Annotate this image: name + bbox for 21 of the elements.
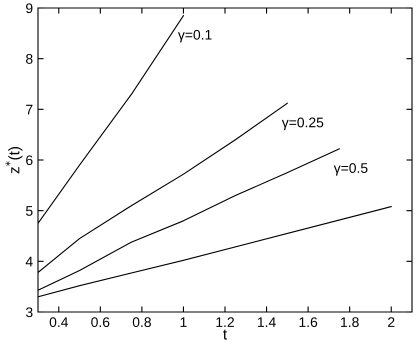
y-tick-label: 7 <box>26 104 32 114</box>
x-tick-label: 1.6 <box>300 317 318 328</box>
y-tick-label: 9 <box>26 3 32 14</box>
y-tick-label: 6 <box>26 155 33 166</box>
legend-label: γ=0.1 <box>178 30 212 42</box>
y-tick-label: 4 <box>26 256 33 266</box>
series-label: γ=0.25 <box>282 118 324 130</box>
y-tick-label: 5 <box>26 206 33 216</box>
y-tick-label: 3 <box>26 307 33 318</box>
x-tick-label: 1.4 <box>258 317 276 327</box>
x-tick-label: 1 <box>180 317 187 327</box>
series-label: γ=0.5 <box>334 163 368 176</box>
x-tick-label: 0.6 <box>91 317 110 328</box>
x-tick-label: 2 <box>388 317 394 327</box>
x-tick-label: 0.4 <box>50 317 68 328</box>
x-tick-label: 1.2 <box>216 317 234 327</box>
x-tick-label: 0.8 <box>132 317 151 328</box>
y-axis-title: z$^{*}$(t) <box>6 147 22 174</box>
y-tick-label: 8 <box>26 54 33 64</box>
x-tick-label: 1.8 <box>341 317 359 328</box>
x-axis-title: t <box>223 330 228 340</box>
